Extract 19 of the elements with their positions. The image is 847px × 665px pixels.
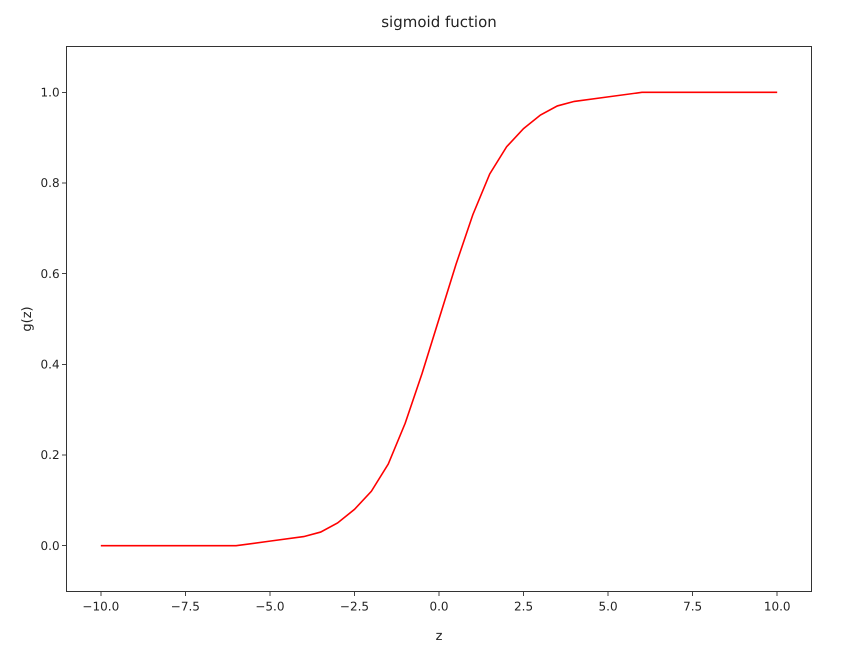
x-tick-label: −2.5 [340,599,370,614]
y-tick-label: 1.0 [40,86,60,100]
x-tick-label: 0.0 [429,599,449,614]
x-axis-title: z [436,629,443,644]
chart-title: sigmoid fuction [381,13,497,32]
x-tick-label: −5.0 [255,599,284,614]
x-tick-label: 10.0 [764,599,791,614]
y-tick-label: 0.8 [40,176,60,190]
y-tick-label: 0.6 [40,266,60,281]
y-axis-title: g(z) [20,306,35,332]
x-tick-label: 2.5 [514,599,534,614]
y-tick-label: 0.0 [40,538,60,553]
x-tick-label: −10.0 [82,599,120,614]
x-tick-label: −7.5 [170,599,200,614]
y-tick-label: 0.2 [40,448,60,462]
x-tick-label: 7.5 [683,599,702,614]
line-series [100,92,778,546]
y-tick-label: 0.4 [40,358,60,372]
x-tick-label: 5.0 [598,599,618,614]
